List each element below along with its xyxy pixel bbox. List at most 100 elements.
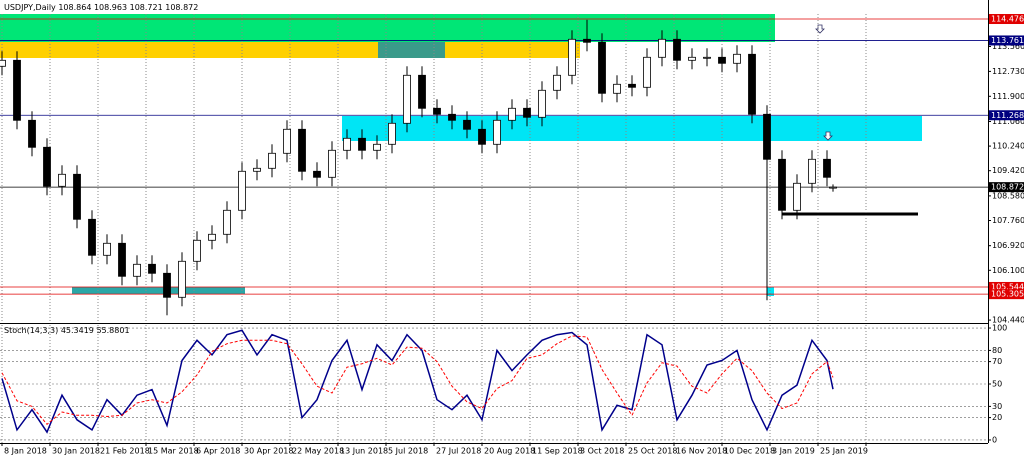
y-tick-label: 100 [992,324,1007,333]
y-tick-label: 0 [992,435,997,444]
candle-body [28,119,36,148]
candle-body [538,89,546,118]
candle-body [238,170,246,211]
y-tick-label: 108.580 [992,191,1024,200]
zone [767,287,774,296]
candle-body [733,53,741,64]
x-tick-label: 13 Jun 2018 [340,447,388,456]
candle-body [478,128,486,145]
candle-body [523,107,531,118]
x-tick-label: 8 Jan 2018 [4,447,47,456]
level-label: 105.305 [991,290,1024,299]
y-tick-label: 111.900 [992,92,1024,101]
candle-body [823,158,831,178]
candle-body [553,74,561,91]
candle-body [808,158,816,184]
x-tick-label: 21 Feb 2018 [100,447,150,456]
candle-body [778,158,786,211]
x-tick-label: 3 Oct 2018 [580,447,624,456]
y-tick-label: 104.440 [992,316,1024,325]
candle-body [388,122,396,145]
candle-body [463,119,471,130]
level-label-bg [989,281,1024,292]
candle-body [358,137,366,151]
candle-body [643,56,651,88]
candle-body [193,239,201,262]
zone [342,116,922,141]
candle-body [583,38,591,43]
indicator-value: 55.8801 [96,326,129,335]
candle-body [208,233,216,241]
y-tick-label: 70 [992,357,1002,366]
ohlc: 108.872 [165,3,198,12]
indicator-line [1,329,834,434]
ohlc: 108.721 [130,3,163,12]
candle-body [508,107,516,121]
candle-body [298,128,306,172]
candle-body [703,56,711,59]
x-tick-label: 10 Dec 2018 [724,447,775,456]
level-label-bg [989,110,1024,121]
y-tick-label: 30 [992,402,1002,411]
y-tick-label: 80 [992,346,1002,355]
indicator-value: 45.3419 [61,326,94,335]
level-label: 111.268 [991,111,1024,120]
y-tick-label: 50 [992,380,1002,389]
candle-body [748,53,756,115]
candle-body [568,38,576,76]
candle-body [613,83,621,94]
x-tick-label: 20 Aug 2018 [484,447,535,456]
candle-body [253,167,261,172]
candle-body [433,107,441,115]
candle-body [418,74,426,109]
indicator-title: Stoch(14,3,3) 45.3419 55.8801 [4,326,130,335]
candle-body [793,182,801,211]
level-label: 105.544 [991,282,1024,291]
y-tick-label: 112.730 [992,67,1024,76]
y-tick-label: 107.760 [992,216,1024,225]
y-tick-label: 113.560 [992,42,1024,51]
symbol: USDJPY,Daily [4,3,56,12]
candle-body [628,83,636,88]
candle-body [598,41,606,94]
candle-body [88,218,96,256]
x-tick-label: 3 Jan 2019 [772,447,815,456]
supply-zone [0,14,775,42]
ohlc: 108.963 [94,3,127,12]
y-tick-label: 106.920 [992,241,1024,250]
candle-body [373,143,381,151]
level-label: 114.476 [991,15,1024,24]
candle-body [103,242,111,256]
candle-body [58,173,66,187]
level-label-bg [989,14,1024,25]
arrow-icon [823,131,833,141]
candle-body [223,209,231,235]
candle-body [328,149,336,178]
x-tick-label: 30 Apr 2018 [244,447,293,456]
candle-body [178,260,186,298]
x-tick-label: 5 Jul 2018 [388,447,428,456]
y-tick-label: 106.100 [992,266,1024,275]
x-tick-label: 27 Jul 2018 [436,447,481,456]
zone [378,42,445,58]
chart-title: USDJPY,Daily 108.864 108.963 108.721 108… [4,3,198,12]
candle-body [0,59,6,67]
candle-body [268,152,276,169]
level-label-bg [989,182,1024,193]
candle-body [43,146,51,187]
candle-body [688,56,696,61]
ohlc: 108.864 [58,3,91,12]
candle-body [658,38,666,58]
candle-body [829,186,837,189]
candle-body [763,113,771,160]
y-tick-label: 109.420 [992,166,1024,175]
zone [72,287,245,294]
y-tick-label: 111.060 [992,117,1024,126]
candle-body [313,170,321,178]
candle-body [133,263,141,277]
candle-body [718,56,726,64]
candle-body [163,272,171,298]
level-label-bg [989,35,1024,46]
x-tick-label: 25 Jan 2019 [820,447,868,456]
